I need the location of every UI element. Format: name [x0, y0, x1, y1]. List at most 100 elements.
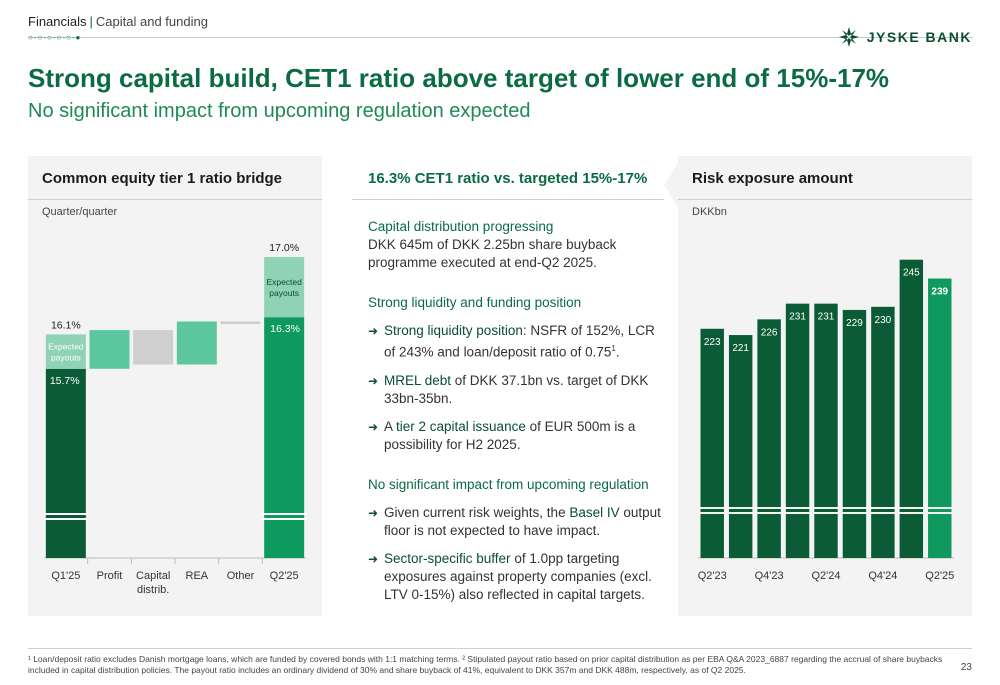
bar-total	[45, 368, 86, 558]
page-number: 23	[960, 662, 972, 673]
bar-rea	[899, 259, 924, 558]
data-label-value: 245	[903, 268, 920, 279]
x-tick-label: Q2'25	[925, 570, 954, 582]
x-tick-label: Other	[227, 570, 255, 582]
cet1-bridge-heading: Common equity tier 1 ratio bridge	[42, 170, 283, 187]
x-tick-label: Q2'24	[811, 570, 840, 582]
footer-rule	[28, 648, 972, 649]
bullet-tier2-pre: A	[384, 418, 397, 434]
bar-rea	[928, 278, 952, 558]
summary-panel	[322, 156, 678, 616]
bullet-liquidity-bold: Strong liquidity position	[384, 323, 523, 338]
section-title-liquidity: Strong liquidity and funding position	[368, 295, 582, 310]
jyske-logo-icon	[838, 27, 859, 47]
header-rule	[28, 37, 973, 38]
footnote-ref: 1	[611, 344, 616, 353]
rea-unit: DKKbn	[692, 206, 727, 218]
summary-body: Capital distribution progressing DKK 645…	[368, 218, 668, 604]
data-label-value: 16.3%	[270, 323, 300, 335]
top-bar: Financials | Capital and funding ○-○-○-○-○…	[28, 14, 973, 54]
bar-increase	[89, 330, 130, 369]
section-text-capital: DKK 645m of DKK 2.25bn share buyback pro…	[368, 237, 617, 270]
progress-dots-icon: ○-○-○-○-○-●	[28, 33, 82, 42]
cet1-bridge-unit: Quarter/quarter	[42, 206, 118, 218]
data-label-value: 15.7%	[50, 375, 80, 387]
x-tick-label: Q2'23	[698, 570, 727, 582]
bullet-liquidity-end: .	[615, 344, 620, 360]
data-label-value: 231	[789, 312, 806, 323]
data-label-value: 231	[818, 312, 835, 323]
bar-rea	[871, 306, 895, 558]
bar-rea	[700, 328, 724, 558]
data-label-value: 223	[704, 337, 721, 348]
bar-total	[264, 317, 305, 558]
section-title-regulation: No significant impact from upcoming regu…	[368, 476, 649, 492]
data-label-value: 239	[931, 287, 948, 298]
x-tick-label: Capital	[136, 570, 170, 582]
x-tick-label: distrib.	[137, 584, 169, 596]
footnote: ¹ Loan/deposit ratio excludes Danish mor…	[28, 654, 943, 675]
payout-label: payouts	[269, 288, 299, 298]
rea-heading: Risk exposure amount	[692, 170, 853, 187]
bar-expected-payouts	[264, 257, 305, 318]
x-tick-label: Q1'25	[51, 570, 80, 582]
bar-rea	[842, 309, 867, 558]
bullet-liquidity: ➜ Strong liquidity position: NSFR of 152…	[368, 322, 668, 362]
breadcrumb-separator: |	[89, 14, 93, 29]
breadcrumb-subsection: Capital and funding	[95, 14, 208, 29]
bullet-mrel-text: of DKK 37.1bn vs. target of DKK 33bn-35b…	[384, 372, 649, 406]
bar-decrease	[220, 321, 261, 325]
summary-rule	[352, 199, 664, 200]
bullet-mrel: ➜ MREL debt of DKK 37.1bn vs. target of …	[368, 372, 668, 408]
bar-decrease	[133, 330, 174, 365]
x-tick-label: Profit	[97, 570, 123, 582]
bullet-buffer: ➜ Sector-specific buffer of 1.0pp target…	[368, 550, 668, 604]
bar-expected-payouts	[45, 334, 86, 369]
data-label-top: 16.1%	[51, 319, 81, 331]
bar-rea	[785, 303, 810, 558]
bullet-mrel-bold: MREL debt	[384, 372, 452, 388]
payout-label: Expected	[48, 342, 84, 352]
brand-logo: JYSKE BANK	[838, 26, 972, 48]
breadcrumb: Financials | Capital and funding	[28, 14, 972, 29]
data-label-value: 230	[875, 315, 892, 326]
data-label-value: 221	[732, 343, 749, 354]
x-tick-label: Q4'24	[868, 570, 897, 582]
x-tick-label: REA	[186, 570, 209, 582]
arrow-right-icon: ➜	[368, 373, 379, 388]
breadcrumb-section: Financials	[28, 14, 87, 29]
arrow-right-icon: ➜	[368, 419, 379, 434]
bullet-buffer-text: of 1.0pp targeting exposures against pro…	[384, 550, 652, 602]
bullet-basel: ➜ Given current risk weights, the Basel …	[368, 504, 668, 540]
bar-rea	[814, 303, 838, 558]
x-tick-label: Q4'23	[755, 570, 784, 582]
bullet-tier2-text: of EUR 500m is a possibility for H2 2025…	[384, 418, 636, 452]
bar-rea	[757, 319, 781, 558]
data-label-value: 226	[761, 327, 778, 338]
payout-label: payouts	[51, 353, 81, 363]
brand-name: JYSKE BANK	[866, 29, 972, 45]
bullet-basel-text: output floor is not expected to have imp…	[384, 504, 661, 538]
panel-rule	[28, 199, 322, 200]
bar-rea	[728, 335, 753, 558]
arrow-right-icon: ➜	[368, 505, 379, 520]
arrow-right-icon: ➜	[368, 324, 379, 338]
summary-heading: 16.3% CET1 ratio vs. targeted 15%-17%	[368, 170, 648, 187]
bullet-tier2: ➜ A tier 2 capital issuance of EUR 500m …	[368, 418, 668, 454]
panel-notch-right	[664, 163, 678, 207]
bullet-basel-bold: Basel IV	[569, 504, 620, 520]
page-title: Strong capital build, CET1 ratio above t…	[28, 63, 890, 93]
bar-increase	[176, 321, 217, 365]
arrow-right-icon: ➜	[368, 551, 379, 566]
bullet-liquidity-text: : NSFR of 152%, LCR of 243% and loan/dep…	[384, 323, 655, 360]
bullet-basel-pre: Given current risk weights, the	[384, 504, 570, 520]
payout-label: Expected	[266, 277, 302, 287]
data-label-value: 229	[846, 318, 863, 329]
page-subtitle: No significant impact from upcoming regu…	[28, 100, 531, 122]
data-label-top: 17.0%	[269, 242, 299, 254]
section-title-capital: Capital distribution progressing	[368, 219, 554, 234]
bullet-tier2-bold: tier 2 capital issuance	[396, 418, 526, 434]
rea-chart: 223 Q2'23 221 226 Q4'23 231 231 Q2'24 229 230 Q4'2…	[698, 259, 954, 582]
bullet-buffer-bold: Sector-specific buffer	[384, 550, 511, 566]
